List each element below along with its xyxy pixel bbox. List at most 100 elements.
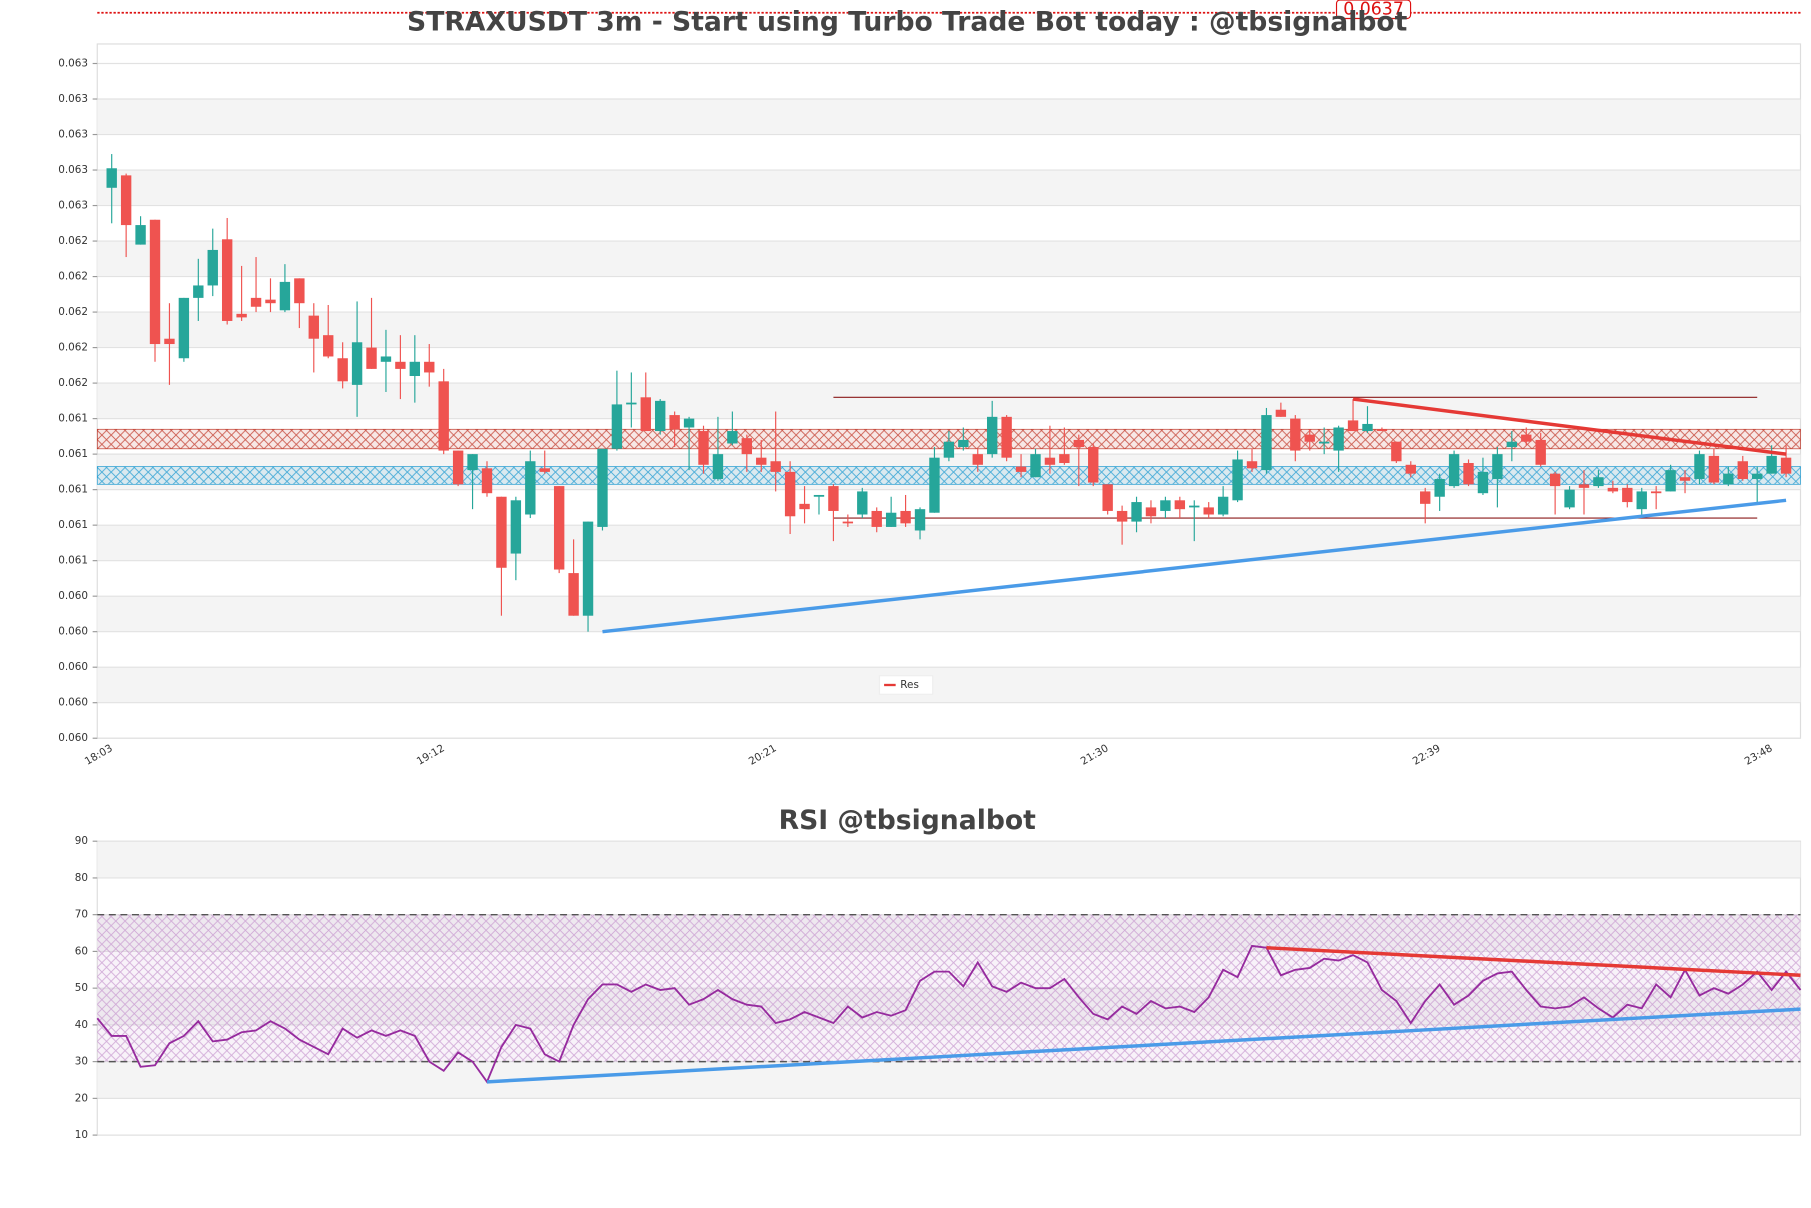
price-tag-label: 0.0637 bbox=[1343, 0, 1404, 19]
y-tick-label: 0.062 bbox=[58, 235, 88, 247]
candle-body bbox=[164, 338, 175, 345]
candle-body bbox=[481, 468, 493, 494]
y-tick-label: 90 bbox=[75, 835, 88, 847]
candle-body bbox=[149, 219, 161, 345]
grid-band bbox=[97, 241, 1801, 277]
y-tick-label: 0.060 bbox=[58, 697, 88, 709]
candle-body bbox=[553, 486, 565, 570]
candle-body bbox=[207, 249, 218, 286]
candle-body bbox=[784, 471, 796, 517]
candle-body bbox=[1564, 489, 1575, 508]
candle-body bbox=[1593, 477, 1604, 487]
candle-body bbox=[741, 438, 753, 455]
candle-body bbox=[539, 468, 550, 472]
y-tick-label: 40 bbox=[75, 1019, 88, 1031]
candle-body bbox=[712, 454, 724, 479]
candle-body bbox=[1362, 423, 1373, 432]
candle-body bbox=[683, 418, 695, 428]
candle-body bbox=[727, 431, 738, 444]
candle-body bbox=[1102, 484, 1113, 511]
y-tick-label: 0.061 bbox=[58, 555, 88, 567]
candle-body bbox=[120, 175, 132, 226]
y-tick-label: 0.063 bbox=[58, 58, 88, 70]
candle-body bbox=[1723, 473, 1734, 485]
y-tick-label: 60 bbox=[75, 945, 88, 957]
candle-body bbox=[1160, 500, 1171, 511]
x-tick-label: 18:03 bbox=[83, 742, 115, 767]
candle-body bbox=[1261, 415, 1272, 471]
y-tick-label: 0.063 bbox=[58, 200, 88, 212]
trendline bbox=[602, 498, 1787, 634]
x-tick-label: 20:21 bbox=[747, 742, 779, 767]
candle-body bbox=[1622, 487, 1633, 503]
candle-body bbox=[525, 461, 536, 515]
candle-body bbox=[986, 416, 998, 455]
candle-body bbox=[1549, 473, 1561, 487]
candle-body bbox=[366, 347, 377, 369]
candle-body bbox=[279, 281, 291, 311]
grid-band bbox=[97, 1061, 1801, 1099]
candle-body bbox=[1578, 484, 1590, 488]
candle-body bbox=[1030, 454, 1041, 478]
y-tick-label: 0.062 bbox=[58, 377, 88, 389]
candle-body bbox=[1420, 491, 1431, 504]
candle-body bbox=[1203, 507, 1214, 515]
candle-body bbox=[438, 381, 449, 451]
price-tag bbox=[1335, 0, 1412, 20]
candle-body bbox=[828, 486, 839, 511]
candle-body bbox=[698, 431, 709, 465]
candle-body bbox=[1780, 457, 1792, 474]
candle-body bbox=[885, 512, 897, 527]
candle-body bbox=[135, 225, 146, 245]
chart-title: STRAXUSDT 3m - Start using Turbo Trade B… bbox=[407, 7, 1408, 38]
candle-body bbox=[1405, 464, 1416, 474]
candle-body bbox=[1275, 409, 1287, 417]
y-tick-label: 20 bbox=[75, 1092, 88, 1104]
candle-body bbox=[929, 457, 940, 513]
grid-band bbox=[97, 383, 1801, 419]
candle-body bbox=[1217, 496, 1229, 515]
rsi-line bbox=[96, 944, 1802, 1084]
rsi-zone bbox=[97, 914, 1801, 1062]
candle-body bbox=[236, 313, 247, 318]
rsi-title: RSI @tbsignalbot bbox=[779, 805, 1037, 836]
candle-body bbox=[582, 521, 594, 616]
candle-body bbox=[1665, 470, 1676, 492]
candle-body bbox=[900, 510, 911, 524]
y-tick-label: 0.063 bbox=[58, 164, 88, 176]
candle-body bbox=[178, 297, 190, 359]
candle-body bbox=[770, 461, 781, 472]
candle-body bbox=[409, 361, 421, 377]
candle-body bbox=[1607, 487, 1619, 492]
y-tick-label: 0.062 bbox=[58, 271, 88, 283]
candle-body bbox=[568, 573, 579, 616]
candle-body bbox=[323, 335, 334, 357]
x-tick-label: 23:48 bbox=[1743, 742, 1775, 767]
legend-box bbox=[878, 675, 934, 695]
candle-body bbox=[1463, 463, 1474, 485]
candle-body bbox=[1073, 439, 1084, 448]
candle-body bbox=[626, 402, 637, 405]
y-tick-label: 50 bbox=[75, 982, 88, 994]
x-tick-label: 19:12 bbox=[415, 742, 447, 767]
candle-body bbox=[1708, 455, 1720, 483]
candle-body bbox=[1679, 477, 1691, 481]
candle-body bbox=[1752, 473, 1763, 479]
grid-band bbox=[97, 667, 1801, 703]
candle-body bbox=[1376, 429, 1388, 432]
candle-body bbox=[972, 454, 983, 465]
candle-body bbox=[1246, 461, 1258, 469]
candle-body bbox=[337, 358, 348, 382]
candle-body bbox=[669, 415, 680, 430]
candle-body bbox=[351, 342, 363, 385]
candle-body bbox=[1044, 457, 1056, 465]
candle-body bbox=[1650, 491, 1662, 494]
candle-body bbox=[193, 285, 204, 298]
candle-body bbox=[1290, 418, 1301, 451]
y-tick-label: 0.060 bbox=[58, 626, 88, 638]
y-tick-label: 30 bbox=[75, 1056, 88, 1068]
candle-body bbox=[308, 315, 319, 339]
x-tick-label: 21:30 bbox=[1079, 742, 1111, 767]
